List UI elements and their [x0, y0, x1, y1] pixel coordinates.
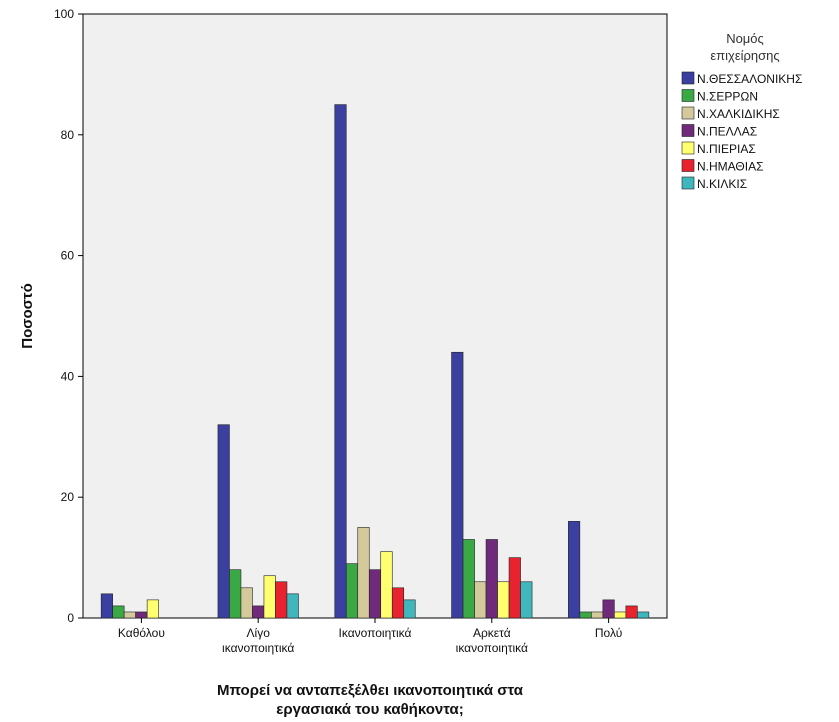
bar	[275, 581, 288, 619]
y-tick-label: 0	[67, 611, 74, 625]
x-tick-label: Ικανοποιητικά	[339, 626, 412, 640]
x-tick-label: Αρκετά	[473, 626, 511, 640]
bar	[135, 611, 148, 619]
bar	[625, 605, 638, 619]
legend-swatch	[681, 176, 695, 190]
y-tick-label: 60	[61, 249, 75, 263]
bar	[229, 569, 242, 619]
bar	[286, 593, 299, 619]
legend-entry-label: Ν.ΘΕΣΣΑΛΟΝΙΚΗΣ	[697, 72, 802, 86]
bar	[602, 599, 615, 619]
legend-title-line-1: Νομός	[726, 31, 764, 46]
legend-swatch	[681, 89, 695, 102]
bar	[146, 599, 159, 619]
legend-swatch	[681, 124, 695, 137]
bar	[334, 104, 347, 619]
x-tick-label: ικανοποιητικά	[456, 641, 528, 655]
x-axis-label-line-2: εργασιακά του καθήκοντα;	[276, 701, 463, 718]
bar	[345, 563, 359, 619]
bar	[591, 611, 604, 619]
bar	[637, 611, 650, 619]
bar	[240, 587, 253, 619]
bar	[474, 581, 487, 619]
plot-area	[82, 13, 668, 619]
bar	[451, 351, 464, 619]
bar	[252, 605, 265, 619]
bar	[614, 611, 627, 619]
bar	[485, 539, 498, 619]
bar	[368, 569, 382, 619]
bar	[217, 424, 230, 619]
x-axis-label-line-1: Μπορεί να ανταπεξέλθει ικανοποιητικά στα	[217, 682, 524, 699]
bar	[508, 557, 521, 619]
bar	[357, 527, 370, 619]
legend-entry-label: Ν.ΧΑΛΚΙΔΙΚΗΣ	[697, 107, 780, 121]
x-tick-label: ικανοποιητικά	[222, 641, 294, 655]
legend-entry-label: Ν.ΠΙΕΡΙΑΣ	[697, 142, 756, 156]
y-tick-label: 80	[61, 128, 75, 142]
y-tick-label: 20	[61, 490, 75, 504]
bar	[520, 581, 533, 619]
legend-title-line-2: επιχείρησης	[710, 48, 779, 63]
x-tick-label: Λίγο	[247, 626, 271, 640]
legend-swatch	[681, 159, 695, 172]
legend: Νομός επιχείρησης Ν.ΘΕΣΣΑΛΟΝΙΚΗΣ Ν.ΣΕΡΡΩΝ…	[681, 31, 802, 191]
bar	[391, 587, 405, 619]
bar	[462, 539, 475, 619]
bar	[112, 605, 125, 619]
y-tick-label: 40	[61, 369, 75, 383]
legend-swatch	[681, 141, 695, 155]
x-tick-label: Καθόλου	[118, 626, 165, 640]
x-tick-label: Πολύ	[595, 626, 622, 640]
bar	[380, 551, 393, 619]
legend-swatch	[681, 106, 695, 120]
y-axis: 0 20 40 60 80 100	[54, 7, 83, 625]
bar	[579, 611, 592, 619]
bar	[568, 521, 581, 619]
legend-entry-label: Ν.ΚΙΛΚΙΣ	[697, 177, 747, 191]
legend-swatch	[681, 71, 695, 85]
bar	[100, 593, 113, 619]
bar	[497, 581, 510, 619]
legend-entry-label: Ν.ΗΜΑΘΙΑΣ	[697, 160, 764, 174]
legend-entry-label: Ν.ΣΕΡΡΩΝ	[697, 90, 758, 104]
legend-entry-label: Ν.ΠΕΛΛΑΣ	[697, 125, 757, 139]
bar	[403, 599, 416, 619]
y-tick-label: 100	[54, 7, 74, 21]
bar	[123, 611, 136, 619]
y-axis-label: Ποσοστό	[19, 283, 36, 349]
bar	[263, 575, 276, 619]
bars	[100, 104, 650, 619]
